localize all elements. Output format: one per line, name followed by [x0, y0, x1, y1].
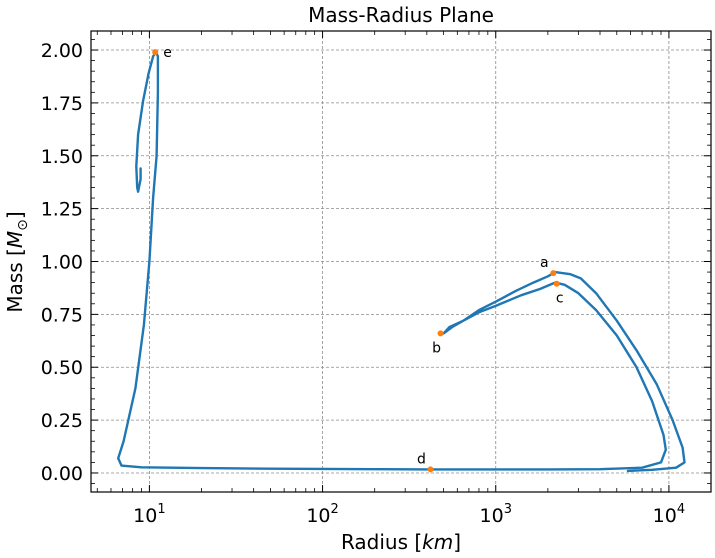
y-axis-label-text: Mass [3, 262, 27, 312]
annotation-point-b [437, 330, 444, 337]
annotation-label-a: a [540, 255, 549, 271]
y-axis-label-unit: M [3, 231, 27, 248]
x-axis-label-text: Radius [341, 530, 408, 554]
x-tick-label-base: 10 [480, 505, 504, 527]
annotation-label-c: c [556, 291, 564, 307]
x-tick-label-exponent: 2 [331, 502, 339, 517]
y-tick-label: 2.00 [41, 40, 83, 62]
y-axis-label: Mass [M⊙] [3, 211, 31, 312]
y-tick-label: 1.75 [41, 93, 83, 115]
x-axis-label: Radius [km] [341, 530, 461, 554]
grid-layer [91, 31, 711, 492]
annotation-label-b: b [432, 340, 441, 356]
x-tick-label-base: 10 [306, 505, 330, 527]
x-tick-label-exponent: 3 [504, 502, 512, 517]
x-tick-label-base: 10 [133, 505, 157, 527]
annotation-point-c [553, 280, 560, 287]
annotation-point-a [550, 270, 557, 277]
y-tick-label: 1.00 [41, 252, 83, 274]
annotation-label-e: e [163, 45, 172, 61]
x-tick-label-exponent: 4 [677, 502, 685, 517]
y-tick-label: 0.00 [41, 463, 83, 485]
x-tick-label: 104 [653, 502, 685, 527]
x-tick-label-exponent: 1 [157, 502, 165, 517]
mass-radius-curve [117, 50, 686, 473]
curve-layer [117, 50, 686, 473]
y-tick-label: 0.75 [41, 304, 83, 326]
y-tick-label: 1.25 [41, 199, 83, 221]
annotation-layer: a b c d e [152, 45, 564, 473]
x-tick-label: 101 [133, 502, 165, 527]
x-tick-label: 103 [480, 502, 512, 527]
y-axis-label-close: ] [3, 211, 27, 219]
y-tick-label: 0.50 [41, 357, 83, 379]
chart-title: Mass-Radius Plane [308, 3, 494, 27]
annotation-point-d [427, 466, 434, 473]
annotation-point-e [152, 49, 159, 56]
x-tick-label-base: 10 [653, 505, 677, 527]
x-tick-label: 102 [306, 502, 338, 527]
y-axis-label-unit-subscript: ⊙ [15, 219, 31, 231]
annotation-label-d: d [417, 451, 426, 467]
y-tick-label: 0.25 [41, 410, 83, 432]
y-tick-label: 1.50 [41, 146, 83, 168]
x-axis-label-unit: km [422, 530, 453, 554]
